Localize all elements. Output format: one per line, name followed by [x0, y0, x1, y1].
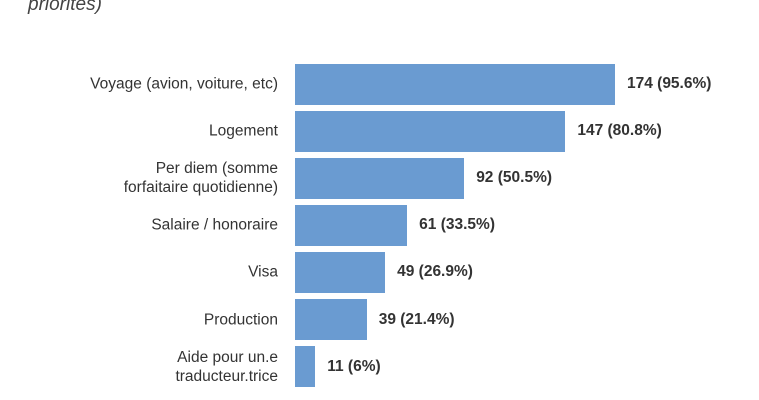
bar	[295, 63, 615, 105]
category-label: Voyage (avion, voiture, etc)	[90, 75, 278, 93]
category-label: Per diem (somme forfaitaire quotidienne)	[123, 160, 278, 197]
bar	[295, 204, 408, 246]
category-label: Production	[203, 311, 278, 328]
value-label: 11 (6%)	[327, 357, 381, 375]
value-label: 147 (80.8%)	[577, 122, 662, 140]
bar	[295, 251, 386, 293]
chart-title: priorités)	[28, 0, 102, 15]
bar	[295, 346, 316, 388]
bar	[295, 157, 465, 199]
category-label: Salaire / honoraire	[151, 216, 278, 234]
category-label: Visa	[248, 263, 278, 281]
bar	[295, 110, 566, 152]
value-label: 39 (21.4%)	[378, 310, 455, 328]
category-label: Aide pour un.e traducteur.trice	[175, 348, 278, 385]
value-label: 49 (26.9%)	[397, 263, 473, 281]
category-label: Logement	[209, 122, 278, 140]
value-label: 92 (50.5%)	[476, 169, 553, 187]
value-label: 174 (95.6%)	[626, 75, 712, 92]
bar	[295, 299, 367, 340]
value-label: 61 (33.5%)	[419, 216, 495, 234]
